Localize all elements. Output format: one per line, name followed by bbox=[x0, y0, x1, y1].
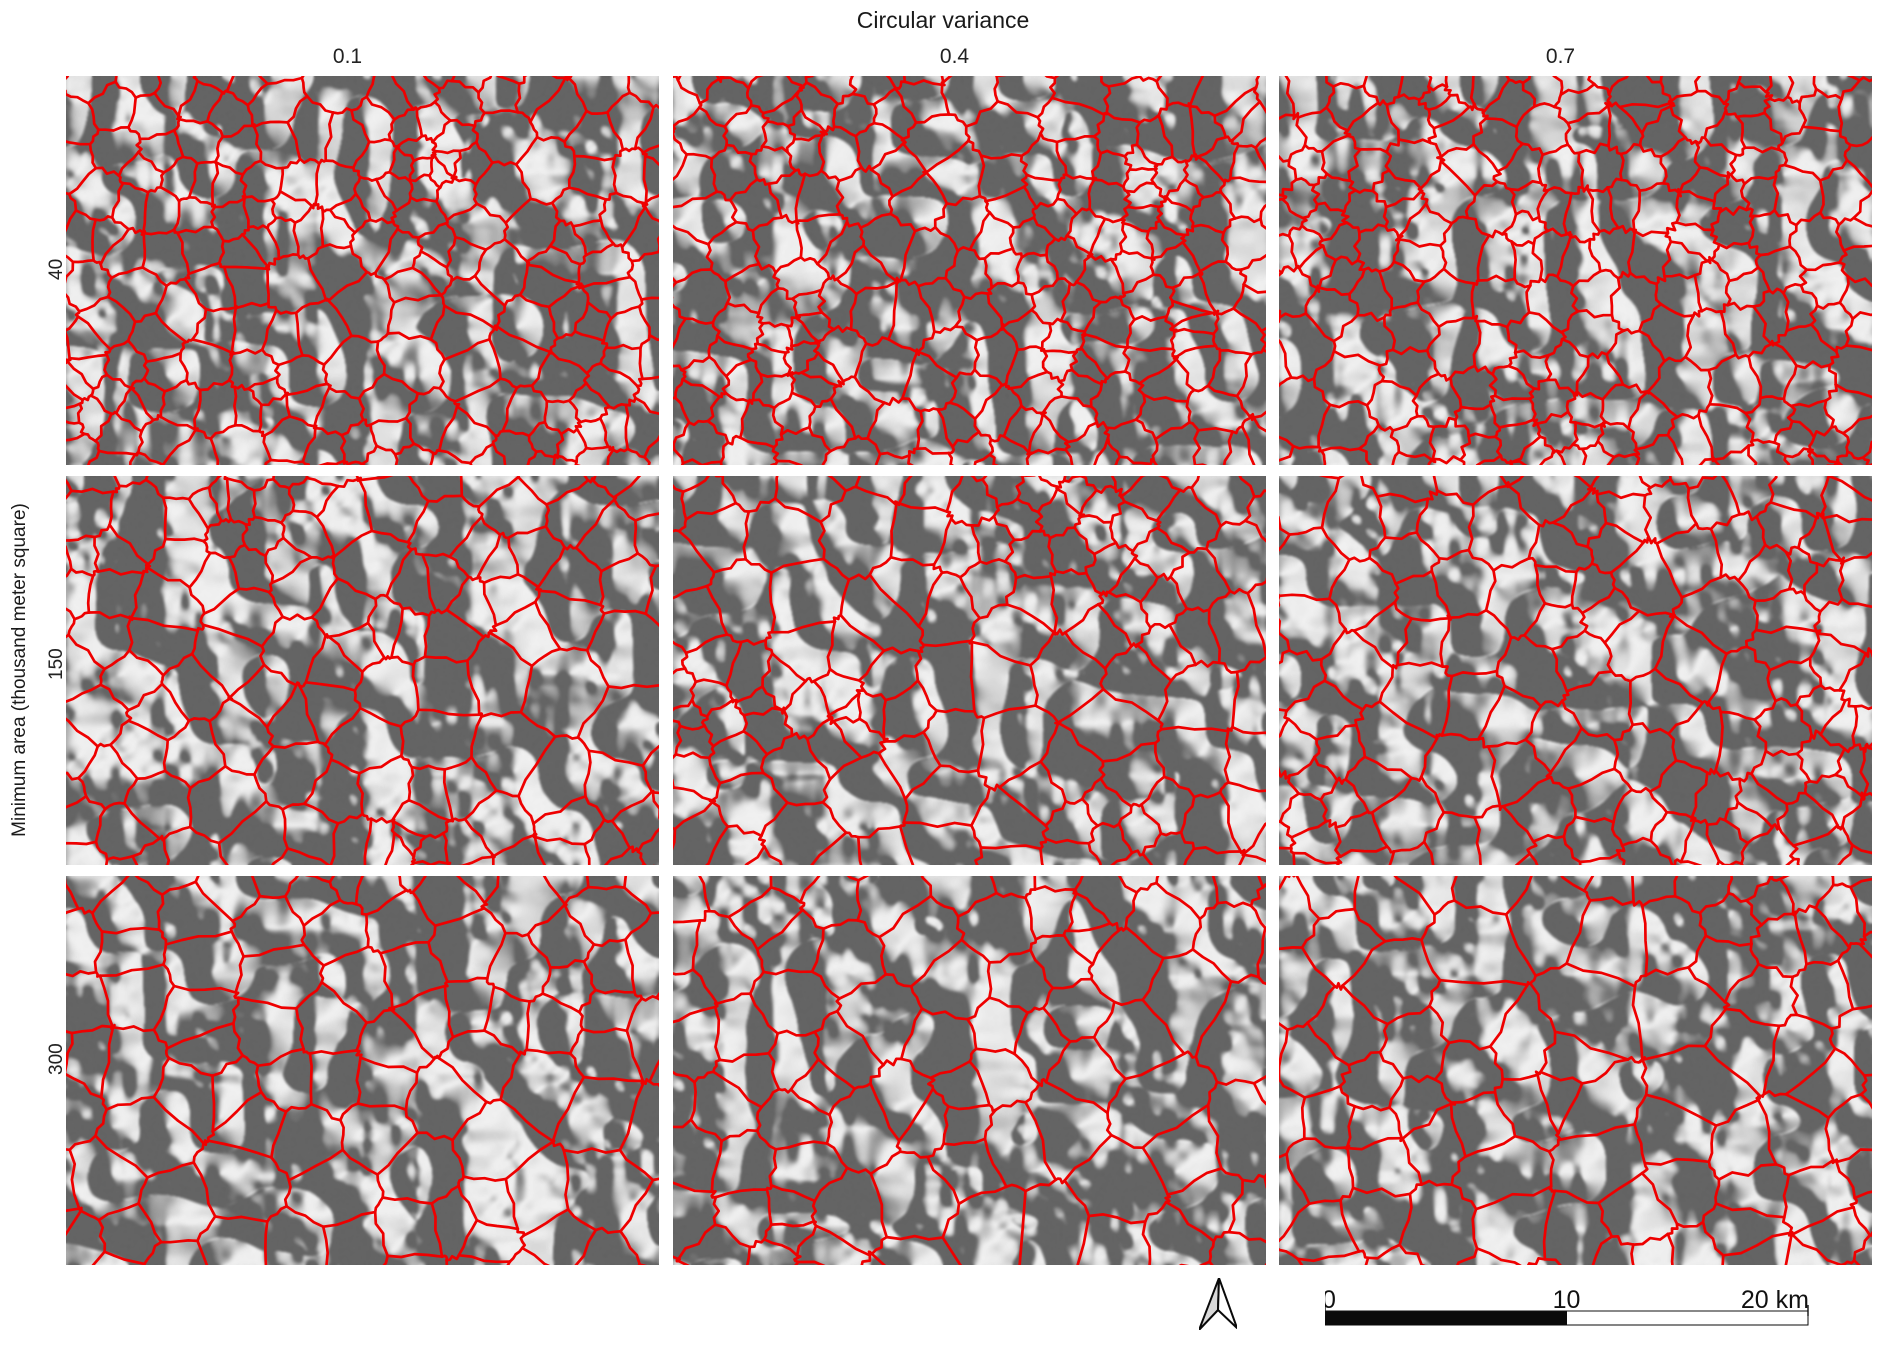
svg-text:10: 10 bbox=[1553, 1286, 1581, 1314]
svg-text:0: 0 bbox=[1325, 1286, 1336, 1314]
svg-text:20 km: 20 km bbox=[1741, 1286, 1809, 1314]
